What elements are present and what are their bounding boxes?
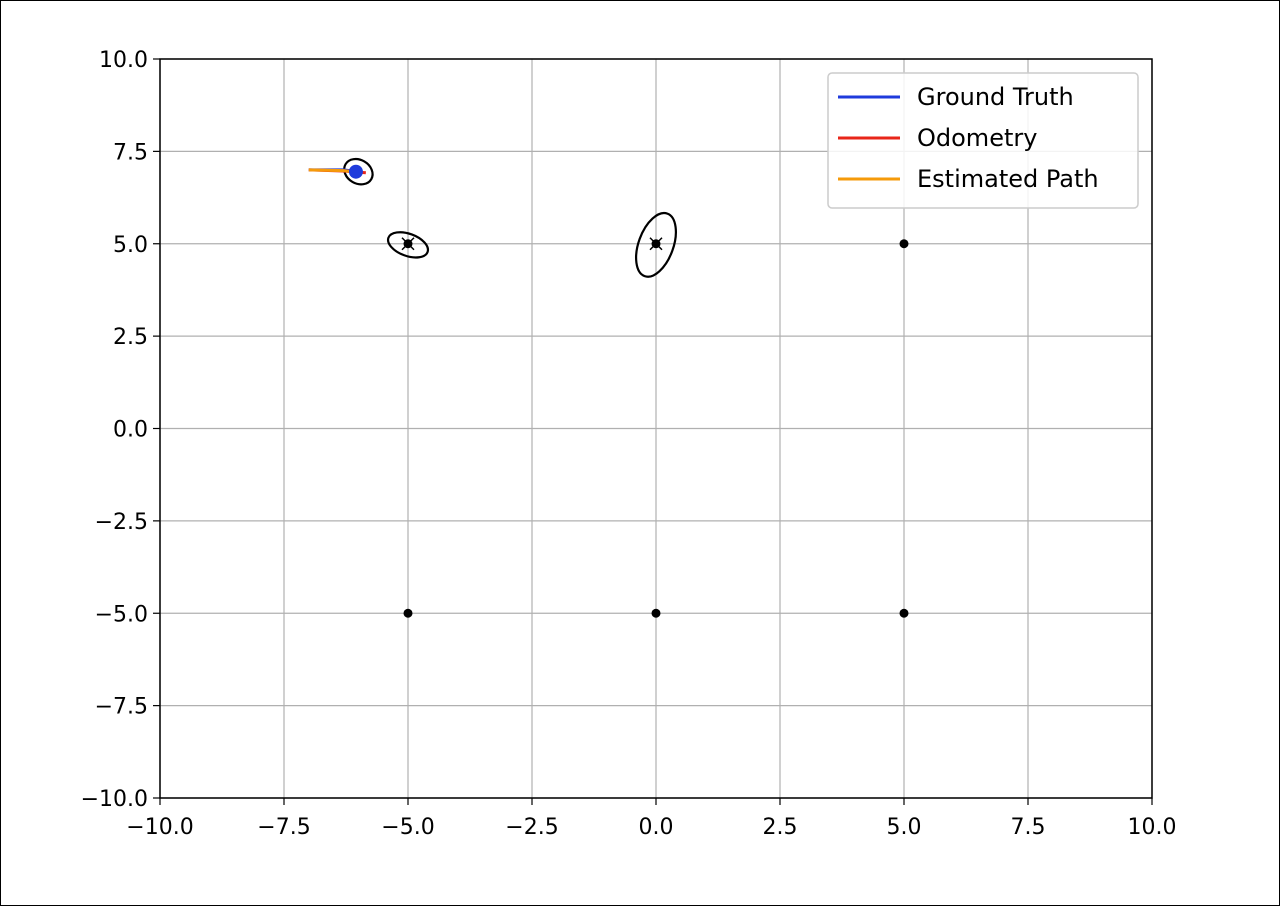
robot-position	[348, 164, 363, 179]
landmark-point	[899, 239, 909, 249]
y-tick-label: 7.5	[113, 140, 148, 165]
x-tick-label: −10.0	[126, 815, 193, 840]
legend-entry: Estimated Path	[917, 165, 1099, 193]
y-tick-label: 5.0	[113, 233, 148, 258]
x-tick-label: 0.0	[639, 815, 674, 840]
y-tick-label: −10.0	[81, 787, 148, 812]
landmark-estimate-marker	[401, 237, 415, 251]
legend-box	[827, 72, 1139, 209]
legend: Ground Truth Odometry Estimated Path	[827, 72, 1139, 209]
landmark-point	[899, 608, 909, 618]
landmark-estimate-marker	[649, 237, 663, 251]
y-tick-label: 0.0	[113, 418, 148, 443]
x-tick-label: 2.5	[763, 815, 798, 840]
covariance-ellipse	[343, 157, 374, 186]
axis-ticks: −10.0 −7.5 −5.0 −2.5 0.0 2.5 5.0 7.5 10.0 −10.0 −7…	[81, 48, 1177, 840]
legend-entry: Ground Truth	[917, 83, 1074, 111]
covariance-ellipse	[386, 231, 430, 259]
y-tick-label: 2.5	[113, 325, 148, 350]
y-tick-label: −2.5	[95, 510, 148, 535]
covariance-ellipse	[635, 211, 677, 278]
landmark-point	[403, 608, 413, 618]
y-tick-label: −5.0	[95, 602, 148, 627]
x-tick-label: −5.0	[381, 815, 434, 840]
x-tick-label: 7.5	[1011, 815, 1046, 840]
x-tick-label: −2.5	[505, 815, 558, 840]
landmarks	[401, 237, 909, 618]
x-tick-label: 5.0	[887, 815, 922, 840]
series-lines	[308, 164, 366, 179]
x-tick-label: 10.0	[1128, 815, 1177, 840]
legend-entry: Odometry	[917, 124, 1037, 152]
y-tick-label: −7.5	[95, 695, 148, 720]
y-tick-label: 10.0	[99, 48, 148, 73]
x-tick-label: −7.5	[257, 815, 310, 840]
covariance-ellipses	[343, 157, 677, 278]
landmark-point	[651, 608, 661, 618]
